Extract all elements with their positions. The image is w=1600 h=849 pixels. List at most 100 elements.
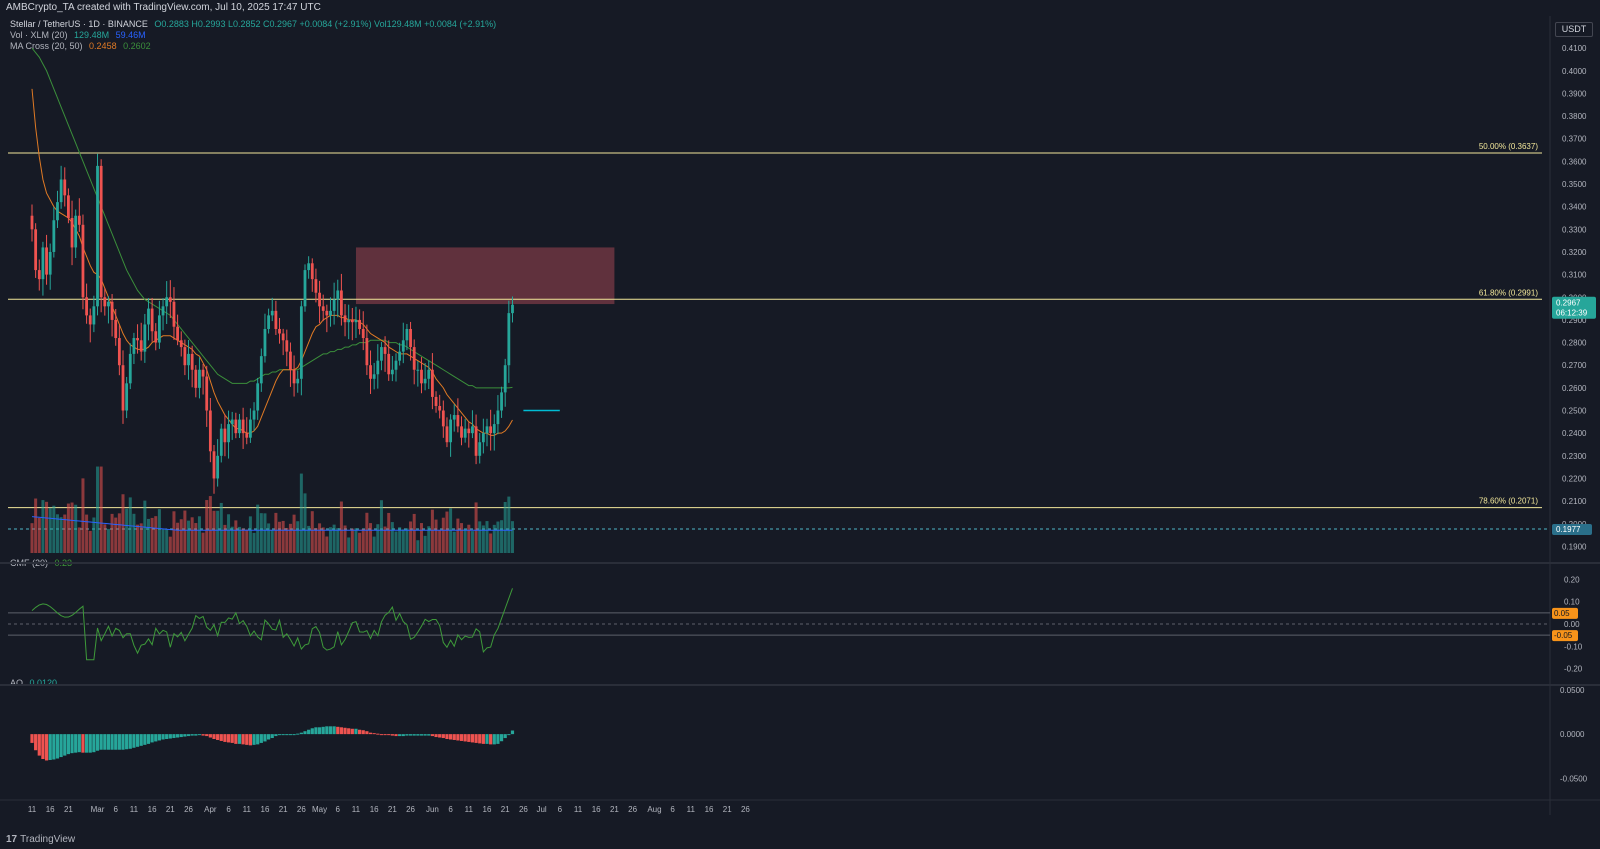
candle[interactable] [176,326,179,341]
candle[interactable] [390,369,394,375]
candle[interactable] [107,301,110,307]
candle[interactable] [114,319,118,339]
candle[interactable] [230,419,234,425]
candle[interactable] [194,369,198,388]
candle[interactable] [285,340,289,352]
candle[interactable] [259,356,263,384]
candle[interactable] [434,396,438,406]
candle[interactable] [431,369,434,397]
candle[interactable] [503,365,507,393]
candle[interactable] [398,351,402,361]
candle[interactable] [190,353,194,370]
candle[interactable] [88,315,92,325]
symbol-title[interactable]: Stellar / TetherUS · 1D · BINANCE [10,19,148,29]
candle[interactable] [249,419,252,438]
candle[interactable] [81,224,85,298]
candle[interactable] [70,217,74,248]
candle[interactable] [139,340,143,352]
candle[interactable] [245,433,249,438]
candle[interactable] [267,315,270,329]
candle[interactable] [380,347,383,361]
candle[interactable] [507,313,511,366]
candle[interactable] [303,270,307,307]
candle[interactable] [278,328,281,334]
candle[interactable] [41,247,45,280]
candle[interactable] [347,319,351,323]
candle[interactable] [307,263,311,271]
candle[interactable] [168,297,172,302]
currency-badge[interactable]: USDT [1555,22,1593,37]
candle[interactable] [136,338,139,341]
candle[interactable] [474,426,478,456]
candle[interactable] [423,378,427,384]
candle[interactable] [299,306,303,379]
candle[interactable] [478,442,482,456]
current-price-badge[interactable] [1552,296,1596,319]
candle[interactable] [165,297,169,307]
candle[interactable] [205,376,209,411]
candle[interactable] [489,426,493,434]
candle[interactable] [110,301,114,320]
candle[interactable] [318,292,321,307]
candle[interactable] [427,369,431,379]
ma-50-line[interactable] [31,47,513,389]
candle[interactable] [212,451,216,479]
candle[interactable] [208,410,212,452]
candle[interactable] [99,165,103,298]
candle[interactable] [471,426,474,434]
candle[interactable] [132,338,136,354]
candle[interactable] [383,347,387,354]
candle[interactable] [492,424,496,434]
candle[interactable] [67,195,70,218]
candle[interactable] [187,353,190,366]
candle[interactable] [496,410,500,425]
tradingview-brand[interactable]: 17 TradingView [6,834,75,845]
candle[interactable] [227,424,230,443]
candle[interactable] [289,351,292,370]
candle[interactable] [150,308,154,332]
candle[interactable] [281,333,285,341]
candle[interactable] [456,415,460,427]
candle[interactable] [77,215,81,225]
candle[interactable] [121,365,125,411]
candle[interactable] [343,315,347,323]
candle[interactable] [387,353,391,375]
candle[interactable] [74,215,78,248]
candle[interactable] [179,340,183,348]
candle[interactable] [59,179,63,203]
candle[interactable] [467,428,471,434]
candle[interactable] [485,426,489,434]
candle[interactable] [274,310,278,329]
candle[interactable] [460,426,463,438]
candle[interactable] [321,306,325,311]
candle[interactable] [154,331,158,343]
candle[interactable] [117,338,121,366]
candle[interactable] [183,347,187,366]
candle[interactable] [158,315,161,343]
candle[interactable] [147,308,150,325]
candle[interactable] [92,306,96,325]
ma-cross-label[interactable]: MA Cross (20, 50) [10,41,83,51]
candle[interactable] [420,369,423,384]
candle[interactable] [30,215,34,230]
resistance-zone[interactable] [355,247,615,305]
candle[interactable] [354,319,358,323]
candle[interactable] [500,392,503,411]
candle[interactable] [358,319,361,329]
candle[interactable] [441,410,445,427]
candle[interactable] [201,369,205,377]
candle[interactable] [438,405,442,411]
candle[interactable] [216,455,220,479]
candle[interactable] [103,297,107,307]
candle[interactable] [238,419,241,434]
candle[interactable] [332,299,336,311]
candle[interactable] [314,279,318,293]
candle[interactable] [37,270,41,280]
candle[interactable] [223,428,227,443]
candle[interactable] [256,383,260,411]
candle[interactable] [511,304,514,314]
candle[interactable] [412,347,416,370]
candle[interactable] [96,165,99,307]
candle[interactable] [296,378,300,384]
candle[interactable] [401,340,405,352]
